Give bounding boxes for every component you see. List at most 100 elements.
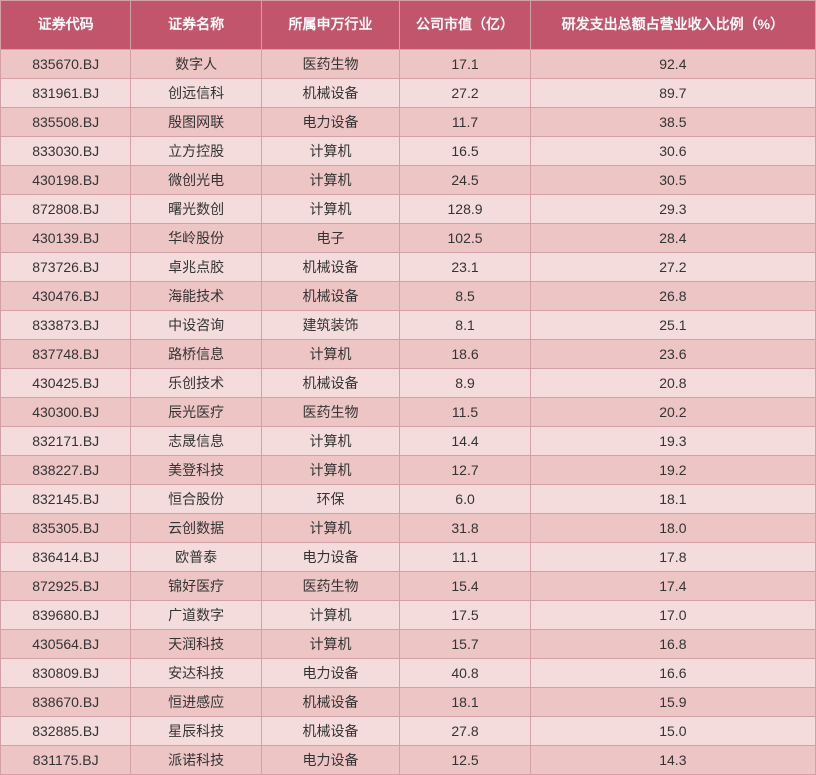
cell-industry: 计算机: [261, 455, 400, 484]
cell-code: 835508.BJ: [1, 107, 131, 136]
cell-industry: 电力设备: [261, 745, 400, 774]
cell-code: 430476.BJ: [1, 281, 131, 310]
cell-name: 天润科技: [131, 629, 261, 658]
cell-name: 辰光医疗: [131, 397, 261, 426]
cell-industry: 机械设备: [261, 78, 400, 107]
cell-rd: 18.0: [530, 513, 815, 542]
cell-industry: 建筑装饰: [261, 310, 400, 339]
cell-rd: 89.7: [530, 78, 815, 107]
col-header-name: 证券名称: [131, 1, 261, 50]
cell-cap: 11.1: [400, 542, 530, 571]
cell-industry: 机械设备: [261, 716, 400, 745]
cell-rd: 30.5: [530, 165, 815, 194]
cell-cap: 27.2: [400, 78, 530, 107]
cell-name: 微创光电: [131, 165, 261, 194]
cell-name: 曙光数创: [131, 194, 261, 223]
table-row: 430476.BJ海能技术机械设备8.526.8: [1, 281, 816, 310]
cell-name: 路桥信息: [131, 339, 261, 368]
cell-name: 恒合股份: [131, 484, 261, 513]
cell-industry: 计算机: [261, 600, 400, 629]
cell-name: 数字人: [131, 49, 261, 78]
table-row: 839680.BJ广道数字计算机17.517.0: [1, 600, 816, 629]
table-row: 830809.BJ安达科技电力设备40.816.6: [1, 658, 816, 687]
cell-industry: 医药生物: [261, 571, 400, 600]
cell-cap: 40.8: [400, 658, 530, 687]
cell-rd: 16.6: [530, 658, 815, 687]
cell-rd: 20.8: [530, 368, 815, 397]
table-row: 833873.BJ中设咨询建筑装饰8.125.1: [1, 310, 816, 339]
cell-rd: 30.6: [530, 136, 815, 165]
cell-name: 乐创技术: [131, 368, 261, 397]
cell-code: 836414.BJ: [1, 542, 131, 571]
cell-name: 欧普泰: [131, 542, 261, 571]
cell-industry: 计算机: [261, 426, 400, 455]
cell-rd: 27.2: [530, 252, 815, 281]
table-row: 873726.BJ卓兆点胶机械设备23.127.2: [1, 252, 816, 281]
cell-rd: 14.3: [530, 745, 815, 774]
cell-code: 831961.BJ: [1, 78, 131, 107]
cell-rd: 17.4: [530, 571, 815, 600]
table-row: 430300.BJ辰光医疗医药生物11.520.2: [1, 397, 816, 426]
table-row: 430139.BJ华岭股份电子102.528.4: [1, 223, 816, 252]
cell-name: 广道数字: [131, 600, 261, 629]
cell-name: 恒进感应: [131, 687, 261, 716]
table-row: 832171.BJ志晟信息计算机14.419.3: [1, 426, 816, 455]
cell-industry: 机械设备: [261, 687, 400, 716]
table-row: 831961.BJ创远信科机械设备27.289.7: [1, 78, 816, 107]
cell-name: 殷图网联: [131, 107, 261, 136]
cell-industry: 机械设备: [261, 252, 400, 281]
cell-code: 872808.BJ: [1, 194, 131, 223]
cell-industry: 环保: [261, 484, 400, 513]
cell-code: 839680.BJ: [1, 600, 131, 629]
cell-code: 838670.BJ: [1, 687, 131, 716]
cell-code: 430198.BJ: [1, 165, 131, 194]
cell-rd: 26.8: [530, 281, 815, 310]
cell-cap: 12.7: [400, 455, 530, 484]
cell-rd: 92.4: [530, 49, 815, 78]
cell-name: 志晟信息: [131, 426, 261, 455]
cell-cap: 8.5: [400, 281, 530, 310]
cell-cap: 11.5: [400, 397, 530, 426]
cell-cap: 16.5: [400, 136, 530, 165]
data-table-container: 证券代码 证券名称 所属申万行业 公司市值（亿） 研发支出总额占营业收入比例（%…: [0, 0, 816, 775]
table-row: 872808.BJ曙光数创计算机128.929.3: [1, 194, 816, 223]
col-header-code: 证券代码: [1, 1, 131, 50]
cell-rd: 17.0: [530, 600, 815, 629]
cell-code: 830809.BJ: [1, 658, 131, 687]
cell-cap: 8.9: [400, 368, 530, 397]
cell-cap: 15.4: [400, 571, 530, 600]
cell-name: 中设咨询: [131, 310, 261, 339]
securities-table: 证券代码 证券名称 所属申万行业 公司市值（亿） 研发支出总额占营业收入比例（%…: [0, 0, 816, 775]
cell-code: 873726.BJ: [1, 252, 131, 281]
table-row: 835670.BJ数字人医药生物17.192.4: [1, 49, 816, 78]
table-row: 872925.BJ锦好医疗医药生物15.417.4: [1, 571, 816, 600]
table-row: 832145.BJ恒合股份环保6.018.1: [1, 484, 816, 513]
cell-code: 872925.BJ: [1, 571, 131, 600]
col-header-industry: 所属申万行业: [261, 1, 400, 50]
cell-industry: 医药生物: [261, 397, 400, 426]
table-row: 838227.BJ美登科技计算机12.719.2: [1, 455, 816, 484]
cell-rd: 29.3: [530, 194, 815, 223]
cell-name: 立方控股: [131, 136, 261, 165]
cell-rd: 15.0: [530, 716, 815, 745]
table-row: 833030.BJ立方控股计算机16.530.6: [1, 136, 816, 165]
table-row: 836414.BJ欧普泰电力设备11.117.8: [1, 542, 816, 571]
cell-cap: 6.0: [400, 484, 530, 513]
cell-name: 星辰科技: [131, 716, 261, 745]
table-header: 证券代码 证券名称 所属申万行业 公司市值（亿） 研发支出总额占营业收入比例（%…: [1, 1, 816, 50]
cell-code: 832885.BJ: [1, 716, 131, 745]
cell-code: 832171.BJ: [1, 426, 131, 455]
cell-industry: 计算机: [261, 194, 400, 223]
cell-rd: 17.8: [530, 542, 815, 571]
table-row: 430198.BJ微创光电计算机24.530.5: [1, 165, 816, 194]
cell-code: 832145.BJ: [1, 484, 131, 513]
cell-name: 锦好医疗: [131, 571, 261, 600]
cell-rd: 38.5: [530, 107, 815, 136]
cell-industry: 计算机: [261, 629, 400, 658]
table-row: 837748.BJ路桥信息计算机18.623.6: [1, 339, 816, 368]
cell-cap: 18.1: [400, 687, 530, 716]
col-header-cap: 公司市值（亿）: [400, 1, 530, 50]
cell-cap: 8.1: [400, 310, 530, 339]
cell-cap: 18.6: [400, 339, 530, 368]
cell-industry: 计算机: [261, 513, 400, 542]
